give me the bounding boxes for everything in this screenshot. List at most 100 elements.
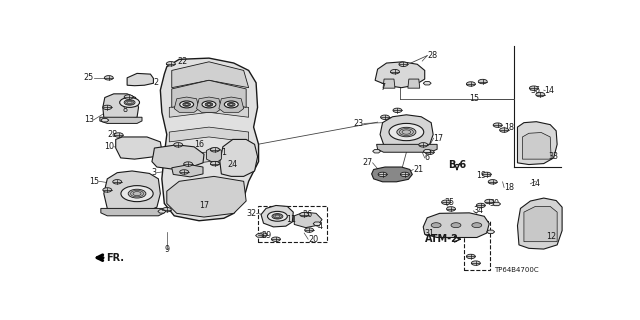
Circle shape (180, 170, 189, 174)
Text: FR.: FR. (106, 253, 124, 263)
Circle shape (124, 95, 133, 99)
Polygon shape (169, 127, 249, 142)
Circle shape (258, 233, 267, 237)
Circle shape (104, 76, 113, 80)
Circle shape (180, 101, 193, 108)
Text: 23: 23 (353, 119, 364, 128)
Text: 30: 30 (490, 199, 500, 208)
Text: 1: 1 (221, 148, 227, 157)
Text: 21: 21 (413, 165, 424, 174)
Polygon shape (161, 58, 259, 221)
Circle shape (536, 92, 545, 97)
Text: 15: 15 (89, 177, 99, 186)
Polygon shape (196, 97, 221, 112)
Circle shape (227, 102, 235, 106)
Polygon shape (383, 79, 395, 88)
Text: 17: 17 (434, 134, 444, 143)
Circle shape (268, 212, 287, 221)
Circle shape (103, 105, 112, 110)
Text: 16: 16 (194, 140, 204, 149)
Polygon shape (158, 210, 166, 213)
Text: 8: 8 (122, 105, 127, 114)
Text: 18: 18 (504, 123, 514, 132)
Circle shape (211, 148, 220, 152)
Circle shape (488, 180, 497, 184)
Circle shape (121, 186, 153, 202)
Text: 3: 3 (152, 168, 157, 177)
Circle shape (128, 189, 146, 198)
Text: 33: 33 (548, 152, 559, 161)
Circle shape (114, 133, 123, 137)
Text: 14: 14 (531, 179, 540, 188)
Circle shape (393, 108, 402, 113)
Text: 14: 14 (544, 86, 554, 95)
Polygon shape (100, 117, 142, 124)
Polygon shape (423, 213, 489, 237)
Text: 17: 17 (199, 202, 209, 211)
Polygon shape (261, 205, 293, 227)
Polygon shape (219, 97, 244, 112)
Text: 36: 36 (531, 86, 540, 95)
Text: 2: 2 (154, 78, 159, 87)
Text: 20: 20 (308, 235, 318, 244)
Polygon shape (116, 137, 162, 159)
Circle shape (113, 180, 122, 184)
Text: 32: 32 (246, 209, 257, 218)
Circle shape (211, 161, 220, 166)
Polygon shape (408, 79, 420, 88)
Text: 7: 7 (380, 83, 385, 92)
Text: 18: 18 (504, 183, 514, 192)
Polygon shape (423, 149, 431, 153)
Polygon shape (524, 206, 557, 242)
Circle shape (483, 172, 491, 177)
Text: 10: 10 (104, 142, 114, 151)
Circle shape (401, 172, 410, 177)
Circle shape (124, 100, 135, 105)
Text: 12: 12 (547, 232, 556, 241)
Circle shape (399, 62, 408, 67)
Text: 15: 15 (469, 94, 479, 103)
Circle shape (389, 124, 424, 141)
Polygon shape (101, 208, 164, 216)
Text: 19: 19 (477, 171, 486, 180)
Circle shape (478, 79, 487, 84)
Circle shape (378, 172, 387, 177)
Text: 29: 29 (262, 231, 272, 240)
Text: 26: 26 (302, 210, 312, 219)
Circle shape (120, 98, 140, 108)
Circle shape (472, 223, 482, 228)
Text: 25: 25 (84, 73, 94, 82)
Polygon shape (167, 176, 246, 217)
Circle shape (447, 207, 456, 211)
Circle shape (163, 207, 172, 212)
Circle shape (493, 123, 502, 127)
Circle shape (202, 101, 216, 108)
Circle shape (173, 143, 182, 147)
Polygon shape (522, 132, 551, 159)
Text: 22: 22 (177, 57, 188, 66)
Text: 6: 6 (425, 153, 429, 163)
Text: 9: 9 (164, 244, 170, 253)
Text: 31: 31 (425, 228, 435, 237)
Text: B-6: B-6 (448, 160, 466, 170)
Text: 24: 24 (228, 160, 238, 169)
Polygon shape (169, 102, 249, 117)
Text: 11: 11 (286, 215, 296, 224)
Polygon shape (127, 73, 154, 86)
Circle shape (431, 223, 441, 228)
Circle shape (166, 61, 175, 66)
Polygon shape (486, 230, 495, 234)
Circle shape (529, 86, 538, 90)
Circle shape (442, 200, 451, 204)
Circle shape (205, 102, 212, 106)
Circle shape (184, 162, 193, 166)
Polygon shape (172, 80, 246, 108)
Circle shape (471, 261, 480, 265)
Text: 27: 27 (362, 158, 372, 167)
Text: 4: 4 (318, 222, 323, 231)
Polygon shape (255, 234, 264, 237)
Circle shape (103, 188, 112, 192)
Circle shape (225, 101, 238, 108)
Polygon shape (372, 167, 412, 182)
Polygon shape (101, 118, 109, 122)
